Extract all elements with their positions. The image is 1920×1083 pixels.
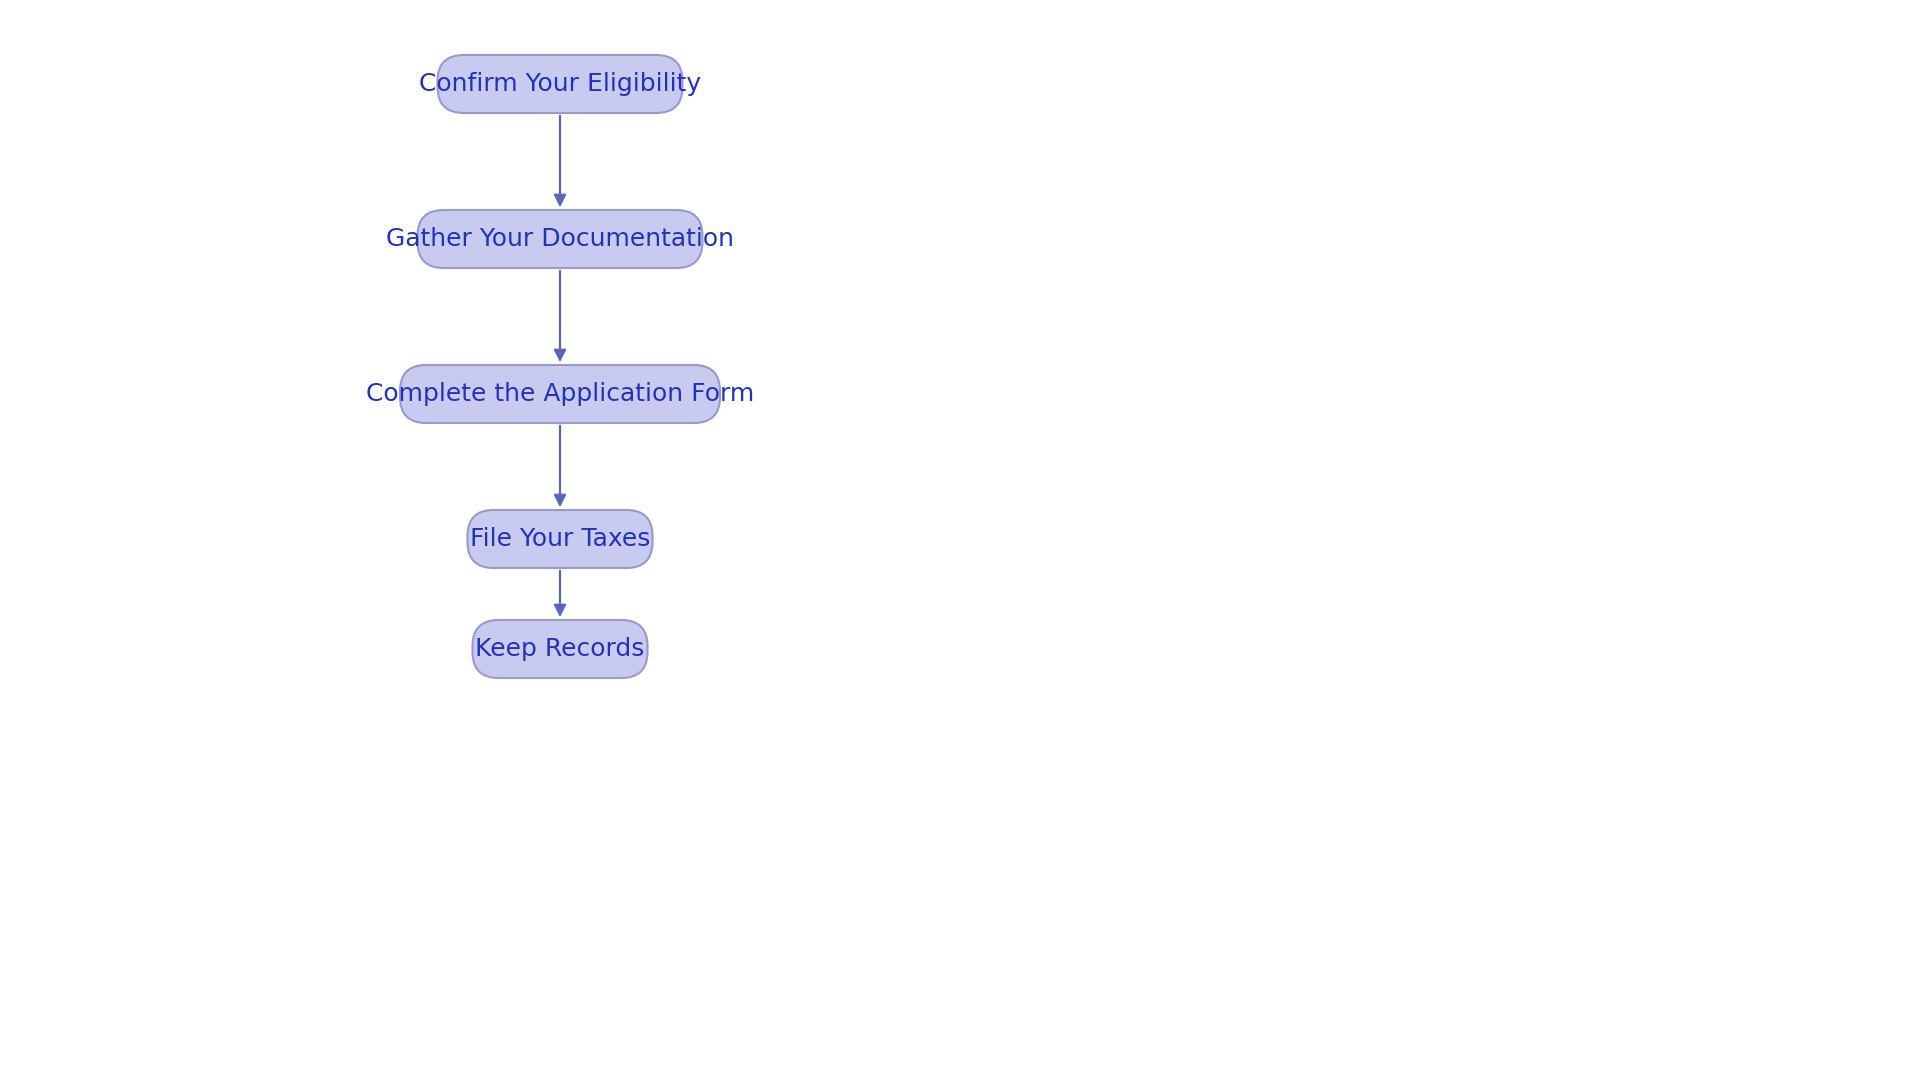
FancyBboxPatch shape — [417, 210, 703, 268]
Text: Keep Records: Keep Records — [476, 637, 645, 661]
Text: Confirm Your Eligibility: Confirm Your Eligibility — [419, 71, 701, 96]
FancyBboxPatch shape — [467, 510, 653, 567]
FancyBboxPatch shape — [399, 365, 720, 423]
FancyBboxPatch shape — [472, 619, 647, 678]
FancyBboxPatch shape — [438, 55, 682, 113]
Text: File Your Taxes: File Your Taxes — [470, 527, 651, 551]
Text: Complete the Application Form: Complete the Application Form — [367, 382, 755, 406]
Text: Gather Your Documentation: Gather Your Documentation — [386, 227, 733, 251]
